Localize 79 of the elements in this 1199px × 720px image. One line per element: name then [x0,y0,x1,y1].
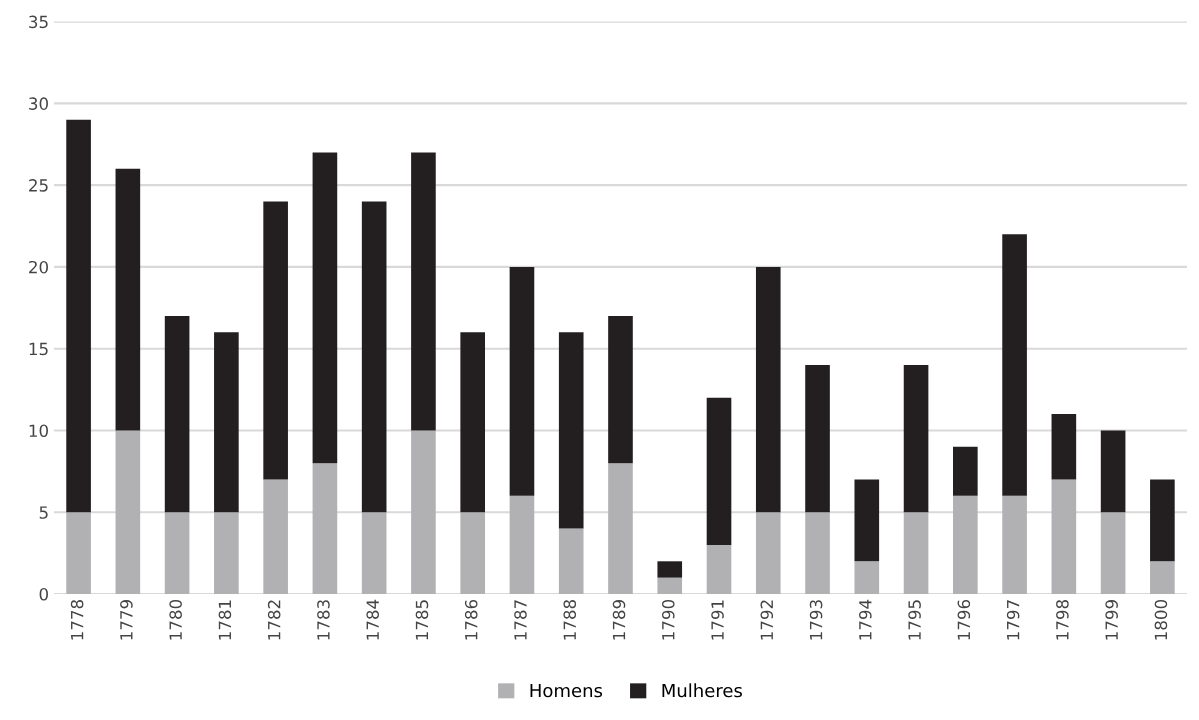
x-tick-label: 1797 [1006,600,1020,640]
y-tick-label: 5 [39,506,48,519]
y-tick-label: 15 [29,342,48,356]
x-tick-label: 1783 [317,600,330,640]
y-tick-label: 10 [29,424,48,438]
y-tick-label: 20 [29,260,48,274]
bar [854,561,880,594]
bar [755,512,781,594]
x-tick-label: 1779 [120,600,133,640]
x-tick-label: 1787 [514,600,527,640]
bar [805,512,830,594]
bar [509,266,535,496]
bar [460,512,486,594]
bar [854,479,880,562]
x-tick-label: 1793 [809,600,823,640]
bar [755,266,781,513]
y-tick-label: 0 [39,587,48,601]
bar [361,512,387,594]
x-tick-label: 1788 [563,600,577,640]
x-tick-label: 1800 [1154,599,1168,640]
y-tick-label: 35 [29,15,48,29]
bar [263,479,288,594]
bar [608,463,633,594]
bar [706,544,732,594]
legend-label: Homens [530,683,603,698]
bar [657,577,683,594]
bar [214,332,239,513]
bar [1150,479,1175,562]
bar [115,430,141,594]
bar [903,365,929,513]
bar [558,332,584,529]
y-tick-label: 25 [29,179,48,192]
bar [411,152,436,431]
x-tick-label: 1790 [661,599,675,640]
bar [460,332,486,513]
x-tick-label: 1784 [366,599,379,640]
bar [1100,430,1126,513]
y-tick-label: 30 [29,97,48,110]
x-tick-label: 1795 [908,600,921,640]
bar [1002,234,1027,496]
bar [312,152,338,464]
bar [411,430,436,594]
bar [608,315,633,464]
bar [509,495,535,594]
bar [214,512,239,594]
bar [263,201,288,480]
bar [1051,414,1077,480]
bar [66,512,91,594]
bar [953,495,978,594]
x-tick-label: 1785 [415,600,429,640]
x-tick-label: 1798 [1056,600,1069,640]
x-tick-label: 1792 [760,600,774,640]
bar [953,446,978,496]
bar [903,512,929,594]
x-tick-label: 1778 [70,600,84,640]
bar [312,463,338,594]
x-tick-label: 1782 [267,600,281,640]
bar [66,119,91,513]
legend-label: Mulheres [662,683,742,698]
bar [706,397,732,545]
bar [164,512,190,594]
bar [558,528,584,594]
bar [1150,561,1175,594]
x-tick-label: 1786 [464,599,478,640]
bar [1100,512,1126,594]
bar [1051,479,1077,594]
bar [805,365,830,513]
x-tick-label: 1796 [957,599,971,640]
bar [164,315,190,513]
x-tick-label: 1781 [218,600,232,640]
bar [1002,495,1027,594]
bar [115,168,141,431]
x-tick-label: 1791 [711,600,724,640]
x-tick-label: 1780 [169,599,182,640]
x-tick-label: 1794 [859,599,872,640]
bar [657,561,683,578]
bar [361,201,387,513]
x-tick-label: 1799 [1105,600,1118,640]
x-tick-label: 1789 [612,600,626,640]
